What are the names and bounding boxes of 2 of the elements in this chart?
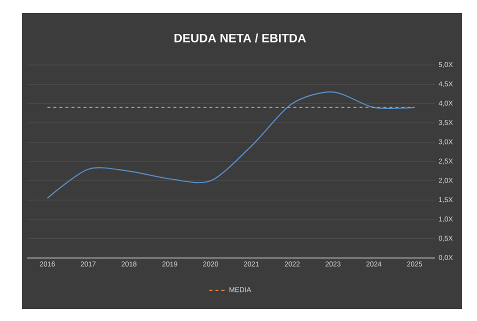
chart-title: DEUDA NETA / EBITDA — [174, 34, 306, 42]
line-series — [46, 91, 416, 199]
